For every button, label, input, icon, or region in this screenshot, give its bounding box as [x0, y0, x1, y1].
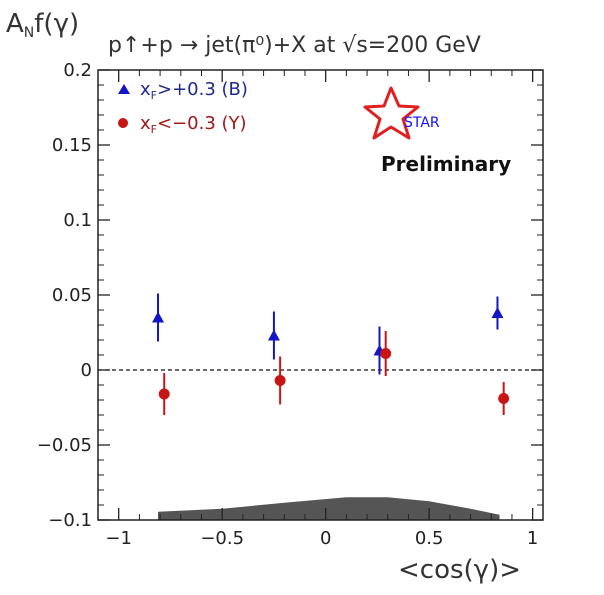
preliminary-label: Preliminary	[381, 152, 511, 176]
y-tick-label: −0.05	[37, 435, 92, 456]
legend-entry-b: xF>+0.3 (B)	[140, 79, 248, 102]
data-point-triangle	[267, 329, 280, 341]
x-tick-label: 0.5	[415, 528, 444, 549]
chart-title: p↑+p → jet(π⁰)+X at √s=200 GeV	[108, 33, 481, 58]
legend: xF>+0.3 (B) xF<−0.3 (Y)	[118, 79, 248, 136]
star-logo: STAR	[363, 86, 440, 140]
x-axis-title: <cos(γ)>	[398, 555, 521, 585]
star-logo-icon	[363, 86, 420, 140]
data-point-circle	[158, 388, 170, 400]
plot-frame	[97, 69, 544, 521]
x-tick-label: −1	[105, 528, 132, 549]
x-tick-label: 1	[527, 528, 538, 549]
y-tick-label: 0.05	[52, 285, 92, 306]
data-point-circle	[498, 393, 510, 404]
y-tick-label: 0	[81, 360, 92, 381]
data-points	[152, 293, 510, 415]
y-tick-label: 0.15	[52, 135, 92, 156]
legend-marker-triangle	[118, 84, 130, 94]
star-logo-text: STAR	[404, 115, 440, 131]
axis-ticks	[97, 69, 543, 521]
axis-tick-labels: −0.1 −0.05 0 0.05 0.1 0.15 0.2 −1 −0.5 0 0.5 1	[37, 60, 539, 549]
y-axis-title: ANf(γ)	[6, 9, 79, 41]
systematic-uncertainty-band	[158, 497, 500, 520]
data-point-circle	[380, 348, 392, 359]
x-tick-label: 0	[320, 528, 331, 549]
data-point-triangle	[152, 311, 165, 323]
legend-marker-circle	[118, 118, 128, 128]
y-tick-label: 0.2	[63, 60, 92, 81]
x-tick-label: −0.5	[200, 528, 244, 549]
legend-entry-y: xF<−0.3 (Y)	[140, 113, 247, 136]
y-tick-label: 0.1	[63, 210, 92, 231]
data-point-circle	[274, 375, 286, 386]
data-point-triangle	[491, 307, 504, 318]
y-tick-label: −0.1	[48, 510, 92, 531]
